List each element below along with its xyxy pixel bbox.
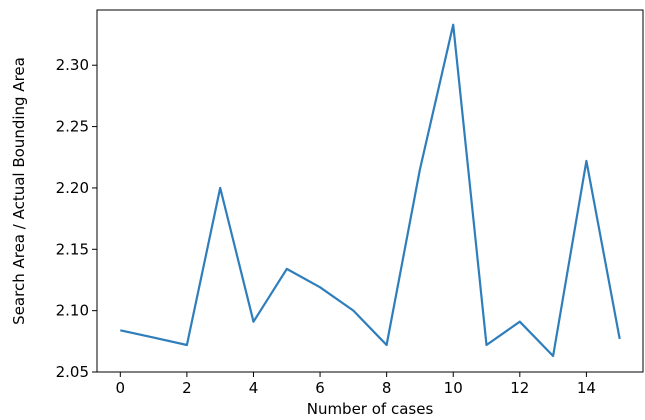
y-tick-label: 2.15	[56, 240, 89, 258]
x-axis: 0 2 4 6 8 10 12 14	[116, 372, 596, 397]
y-axis-label: Search Area / Actual Bounding Area	[10, 57, 28, 325]
y-tick-label: 2.20	[56, 179, 89, 197]
x-tick-label: 14	[577, 379, 596, 397]
x-tick-label: 10	[444, 379, 463, 397]
series-layer	[120, 23, 621, 358]
x-tick-label: 0	[116, 379, 126, 397]
y-tick-label: 2.25	[56, 118, 89, 136]
x-tick-label: 2	[182, 379, 192, 397]
y-tick-label: 2.10	[56, 302, 89, 320]
x-tick-label: 12	[510, 379, 529, 397]
x-tick-label: 6	[315, 379, 325, 397]
y-tick-label: 2.05	[56, 363, 89, 381]
x-tick-label: 4	[249, 379, 259, 397]
y-axis: 2.05 2.10 2.15 2.20 2.25 2.30	[56, 56, 97, 381]
x-tick-label: 8	[382, 379, 392, 397]
y-tick-label: 2.30	[56, 56, 89, 74]
x-axis-label: Number of cases	[307, 400, 434, 418]
plot-frame	[96, 9, 644, 373]
series-line	[120, 23, 621, 358]
